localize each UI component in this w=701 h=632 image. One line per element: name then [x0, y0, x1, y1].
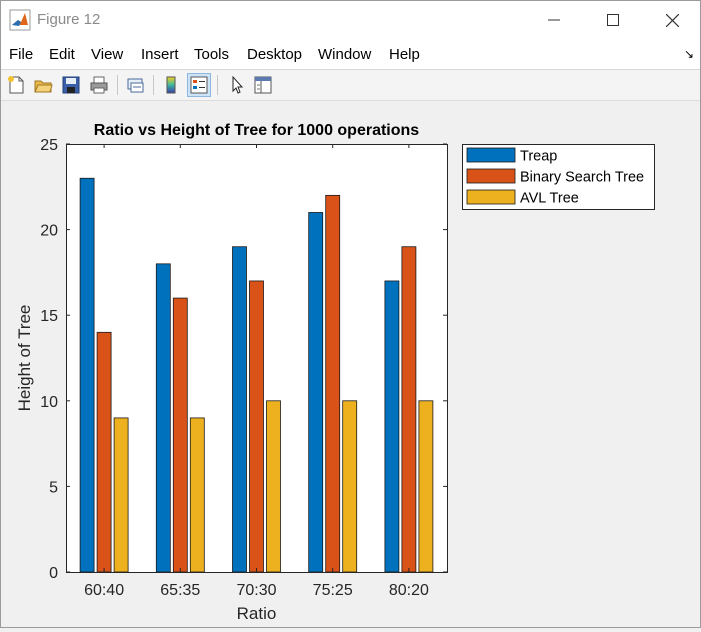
toolbar-separator: [153, 75, 154, 95]
y-axis-label: Height of Tree: [15, 305, 34, 412]
legend-swatch: [466, 189, 516, 205]
matlab-icon: [9, 9, 31, 31]
y-tick-label: 10: [40, 394, 58, 411]
x-tick-label: 70:30: [236, 582, 276, 599]
close-button[interactable]: [649, 1, 695, 39]
y-tick-label: 5: [49, 479, 58, 496]
x-tick-label: 60:40: [84, 582, 124, 599]
toolbar-separator: [117, 75, 118, 95]
bar-treap-75-25: [308, 212, 324, 573]
bar-avl-tree-70-30: [266, 400, 281, 573]
bar-binary-search-tree-65-35: [172, 297, 188, 573]
menu-tools[interactable]: Tools: [194, 46, 230, 63]
bar-avl-tree-60-40: [113, 417, 129, 573]
link-plot-icon: [127, 78, 144, 93]
legend-label: AVL Tree: [520, 191, 579, 207]
maximize-button[interactable]: [590, 1, 636, 39]
new-figure-icon: [8, 76, 24, 94]
legend-swatch: [466, 147, 516, 163]
open-file-icon: [34, 80, 53, 93]
figure-toolbar: [1, 70, 700, 101]
chart-title: Ratio vs Height of Tree for 1000 operati…: [94, 122, 420, 139]
y-axis-ticks: 0 5 10 15 20 25: [40, 137, 447, 582]
bar-binary-search-tree-60-40: [96, 331, 112, 573]
bar-treap-80-20: [384, 280, 400, 573]
x-axis-label: Ratio: [237, 604, 277, 623]
edit-plot-icon: [232, 75, 244, 94]
menu-desktop[interactable]: Desktop: [247, 46, 303, 63]
menu-help[interactable]: Help: [389, 46, 420, 63]
dock-arrow-icon[interactable]: ↘: [683, 47, 694, 61]
menu-edit[interactable]: Edit: [49, 46, 75, 63]
bar-avl-tree-75-25: [342, 400, 358, 573]
bar-binary-search-tree-70-30: [249, 280, 264, 573]
bar-avl-tree-80-20: [418, 400, 434, 573]
maximize-icon: [607, 14, 619, 26]
insert-colorbar-button[interactable]: [159, 73, 183, 97]
property-inspector-button[interactable]: [251, 73, 275, 97]
bar-chart: 0 5 10 15 20 25 60:40 65:35 70:30 75:25 80:20 Rat…: [15, 122, 655, 623]
print-icon: [90, 76, 108, 94]
insert-colorbar-icon: [166, 76, 176, 94]
x-axis-ticks: 60:40 65:35 70:30 75:25 80:20: [84, 144, 429, 599]
edit-plot-button[interactable]: [225, 73, 249, 97]
insert-legend-button[interactable]: [187, 73, 211, 97]
x-tick-label: 65:35: [160, 582, 200, 599]
save-button[interactable]: [59, 73, 83, 97]
open-file-button[interactable]: [31, 73, 55, 97]
title-bar[interactable]: Figure 12: [1, 1, 700, 39]
menu-bar: File Edit View Insert Tools Desktop Wind…: [1, 39, 700, 70]
legend-swatch: [466, 168, 516, 184]
figure-canvas: 0 5 10 15 20 25 60:40 65:35 70:30 75:25 80:20 Rat…: [1, 101, 700, 627]
bar-binary-search-tree-75-25: [325, 194, 341, 573]
x-tick-label: 75:25: [313, 582, 353, 599]
menu-file[interactable]: File: [9, 46, 34, 63]
y-tick-label: 0: [49, 565, 58, 582]
menu-insert[interactable]: Insert: [141, 46, 179, 63]
insert-legend-icon: [190, 76, 208, 94]
bar-treap-65-35: [155, 263, 171, 573]
y-tick-label: 15: [40, 308, 58, 325]
bar-avl-tree-65-35: [189, 417, 205, 573]
bar-treap-60-40: [79, 177, 95, 573]
save-icon: [62, 76, 80, 94]
window-title: Figure 12: [37, 11, 101, 28]
x-tick-label: 80:20: [389, 582, 429, 599]
property-inspector-icon: [254, 76, 272, 94]
legend-label: Treap: [520, 149, 557, 165]
print-button[interactable]: [87, 73, 111, 97]
legend-label: Binary Search Tree: [520, 170, 644, 186]
minimize-button[interactable]: [531, 1, 577, 39]
link-plot-button[interactable]: [123, 73, 147, 97]
menu-view[interactable]: View: [91, 46, 124, 63]
bars-group: [79, 177, 434, 573]
legend[interactable]: Treap Binary Search Tree AVL Tree: [462, 144, 655, 210]
y-tick-label: 20: [40, 223, 58, 240]
close-icon: [665, 13, 679, 27]
menu-window[interactable]: Window: [318, 46, 372, 63]
bar-treap-70-30: [232, 246, 247, 573]
minimize-icon: [548, 19, 560, 21]
toolbar-separator: [217, 75, 218, 95]
y-tick-label: 25: [40, 137, 58, 154]
new-figure-button[interactable]: [4, 73, 28, 97]
bar-binary-search-tree-80-20: [401, 246, 417, 573]
